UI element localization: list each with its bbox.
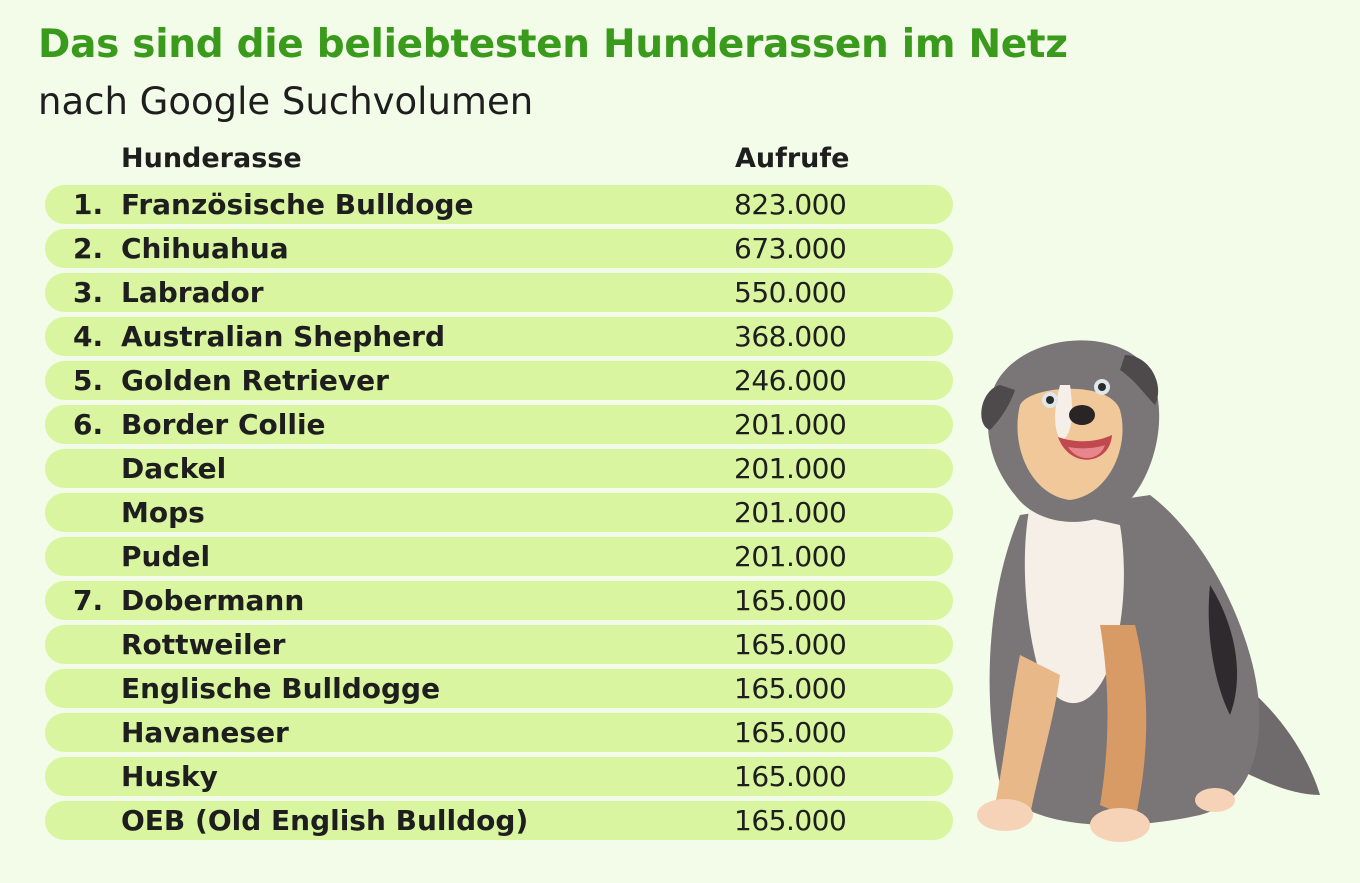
views-value: 368.000 (734, 320, 847, 353)
table-row: Dackel 201.000 (45, 449, 953, 488)
breed-name: Pudel (121, 540, 211, 573)
page-title: Das sind die beliebtesten Hunderassen im… (38, 22, 1068, 67)
views-value: 673.000 (734, 232, 847, 265)
column-header-views: Aufrufe (735, 143, 850, 174)
views-value: 823.000 (734, 188, 847, 221)
rank-label: 5. (73, 364, 104, 397)
views-value: 165.000 (734, 760, 847, 793)
breed-name: Mops (121, 496, 205, 529)
table-row: Havaneser 165.000 (45, 713, 953, 752)
table-row: 3. Labrador 550.000 (45, 273, 953, 312)
rank-label: 3. (73, 276, 104, 309)
rank-label: 4. (73, 320, 104, 353)
rank-label: 6. (73, 408, 104, 441)
breed-name: Husky (121, 760, 218, 793)
breed-name: Chihuahua (121, 232, 289, 265)
breed-name: Dobermann (121, 584, 305, 617)
breed-name: Golden Retriever (121, 364, 389, 397)
views-value: 165.000 (734, 804, 847, 837)
views-value: 201.000 (734, 452, 847, 485)
table-row: Pudel 201.000 (45, 537, 953, 576)
table-row: 6. Border Collie 201.000 (45, 405, 953, 444)
table-row: 7. Dobermann 165.000 (45, 581, 953, 620)
column-header-breed: Hunderasse (121, 143, 302, 174)
table-row: 5. Golden Retriever 246.000 (45, 361, 953, 400)
views-value: 165.000 (734, 584, 847, 617)
table-row: 1. Französische Bulldoge 823.000 (45, 185, 953, 224)
breed-name: Labrador (121, 276, 264, 309)
rank-label: 1. (73, 188, 104, 221)
breed-name: Englische Bulldogge (121, 672, 441, 705)
views-value: 165.000 (734, 716, 847, 749)
breed-name: Rottweiler (121, 628, 286, 661)
table-row: Husky 165.000 (45, 757, 953, 796)
breed-name: Dackel (121, 452, 227, 485)
views-value: 246.000 (734, 364, 847, 397)
table-row: 4. Australian Shepherd 368.000 (45, 317, 953, 356)
australian-shepherd-dog-icon (977, 340, 1320, 842)
rank-label: 7. (73, 584, 104, 617)
views-value: 201.000 (734, 496, 847, 529)
breed-name: Australian Shepherd (121, 320, 446, 353)
page-subtitle: nach Google Suchvolumen (38, 80, 534, 123)
views-value: 165.000 (734, 628, 847, 661)
breed-name: Border Collie (121, 408, 326, 441)
breed-name: Französische Bulldoge (121, 188, 474, 221)
table-row: Mops 201.000 (45, 493, 953, 532)
views-value: 550.000 (734, 276, 847, 309)
views-value: 201.000 (734, 540, 847, 573)
table-row: OEB (Old English Bulldog) 165.000 (45, 801, 953, 840)
table-row: Englische Bulldogge 165.000 (45, 669, 953, 708)
table-row: 2. Chihuahua 673.000 (45, 229, 953, 268)
breed-name: OEB (Old English Bulldog) (121, 804, 529, 837)
views-value: 165.000 (734, 672, 847, 705)
table-row: Rottweiler 165.000 (45, 625, 953, 664)
breed-name: Havaneser (121, 716, 289, 749)
views-value: 201.000 (734, 408, 847, 441)
rank-label: 2. (73, 232, 104, 265)
